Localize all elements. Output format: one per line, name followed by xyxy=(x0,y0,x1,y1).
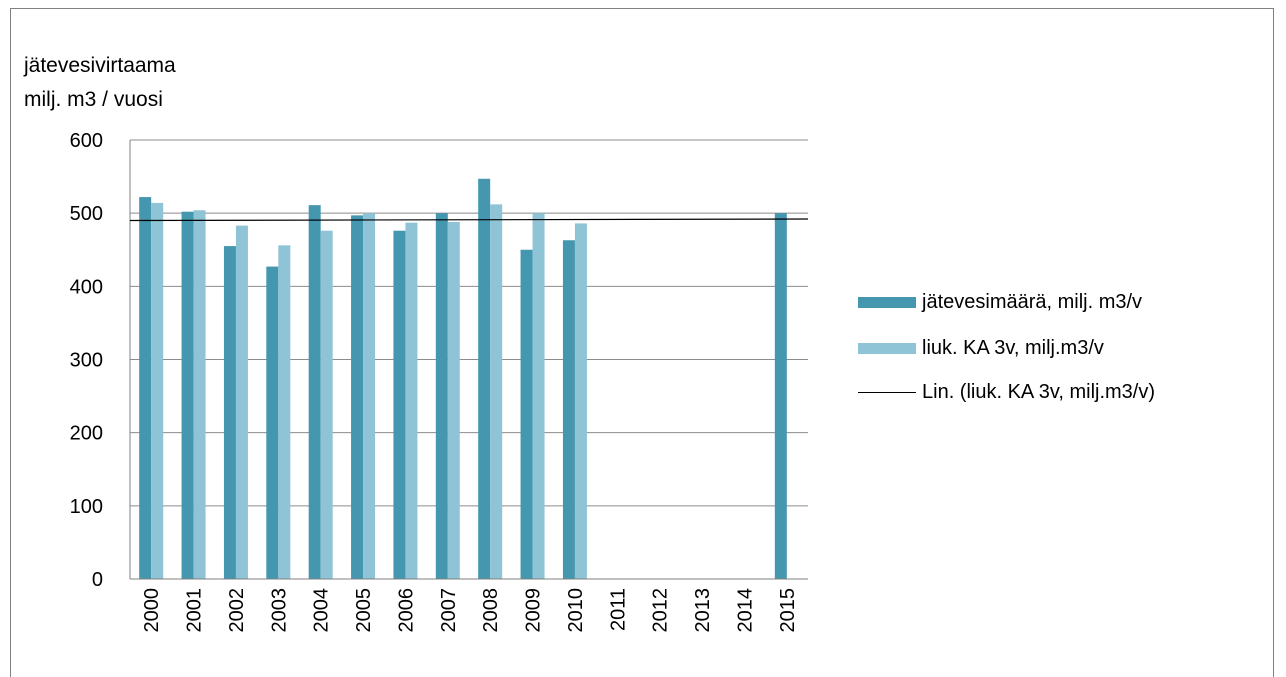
bar-liuk-ka-2004 xyxy=(320,230,333,579)
bar-jatevesimaara-2010 xyxy=(562,240,575,579)
bar-liuk-ka-2007 xyxy=(447,221,460,580)
legend-swatch-liuk-ka xyxy=(858,343,916,354)
legend-label-trendline: Lin. (liuk. KA 3v, milj.m3/v) xyxy=(922,381,1156,403)
bar-liuk-ka-2008 xyxy=(490,204,503,580)
x-tick-label-2004: 2004 xyxy=(311,588,333,633)
bar-jatevesimaara-2003 xyxy=(266,266,279,579)
y-axis-title-line1: jätevesivirtaama xyxy=(24,54,176,77)
bar-liuk-ka-2006 xyxy=(405,222,418,579)
bar-liuk-ka-2000 xyxy=(151,202,164,579)
bar-jatevesimaara-2006 xyxy=(393,230,406,579)
bar-liuk-ka-2005 xyxy=(363,213,376,579)
bar-liuk-ka-2009 xyxy=(532,213,545,579)
bar-jatevesimaara-2001 xyxy=(181,211,194,579)
x-tick-label-2005: 2005 xyxy=(353,588,375,633)
x-tick-label-2014: 2014 xyxy=(734,588,756,633)
x-tick-label-2002: 2002 xyxy=(226,588,248,633)
chart-frame xyxy=(10,8,1274,677)
x-tick-label-2009: 2009 xyxy=(523,588,545,633)
bar-jatevesimaara-2015 xyxy=(774,213,787,579)
x-tick-label-2000: 2000 xyxy=(141,588,163,633)
x-tick-label-2011: 2011 xyxy=(607,588,629,631)
legend-label-jatevesimaara: jätevesimäärä, milj. m3/v xyxy=(922,291,1143,313)
x-tick-label-2008: 2008 xyxy=(480,588,502,633)
x-tick-label-2013: 2013 xyxy=(692,588,714,633)
bar-jatevesimaara-2004 xyxy=(308,205,321,579)
legend-item-jatevesimaara: jätevesimäärä, milj. m3/v xyxy=(858,291,1142,314)
bar-jatevesimaara-2008 xyxy=(478,178,491,580)
y-tick-label-0: 0 xyxy=(92,569,103,591)
legend-label-liuk-ka: liuk. KA 3v, milj.m3/v xyxy=(922,337,1104,359)
bar-liuk-ka-2001 xyxy=(193,210,206,580)
x-tick-label-2010: 2010 xyxy=(565,588,587,633)
bar-jatevesimaara-2007 xyxy=(435,213,448,579)
legend-swatch-jatevesimaara xyxy=(858,297,916,308)
legend-swatch-trendline xyxy=(858,392,916,393)
bar-liuk-ka-2002 xyxy=(235,225,248,580)
x-tick-label-2012: 2012 xyxy=(650,588,672,633)
bar-jatevesimaara-2002 xyxy=(223,246,236,579)
legend-item-trendline: Lin. (liuk. KA 3v, milj.m3/v) xyxy=(858,381,1155,404)
x-tick-label-2003: 2003 xyxy=(268,588,290,633)
y-tick-label-400: 400 xyxy=(70,276,103,298)
bar-jatevesimaara-2009 xyxy=(520,249,533,579)
bar-jatevesimaara-2005 xyxy=(351,215,364,579)
y-tick-label-300: 300 xyxy=(70,350,103,372)
x-tick-label-2006: 2006 xyxy=(395,588,417,633)
x-tick-label-2015: 2015 xyxy=(777,588,799,633)
y-tick-label-600: 600 xyxy=(70,130,103,152)
bar-jatevesimaara-2000 xyxy=(139,197,152,579)
y-axis-title-line2: milj. m3 / vuosi xyxy=(24,88,163,111)
y-tick-label-200: 200 xyxy=(70,423,103,445)
trendline xyxy=(129,218,809,222)
legend-item-liuk-ka: liuk. KA 3v, milj.m3/v xyxy=(858,337,1104,360)
y-tick-label-500: 500 xyxy=(70,203,103,225)
bar-liuk-ka-2003 xyxy=(278,245,291,580)
bar-liuk-ka-2010 xyxy=(574,223,587,579)
x-tick-label-2007: 2007 xyxy=(438,588,460,633)
y-tick-label-100: 100 xyxy=(70,496,103,518)
x-tick-label-2001: 2001 xyxy=(184,588,206,633)
